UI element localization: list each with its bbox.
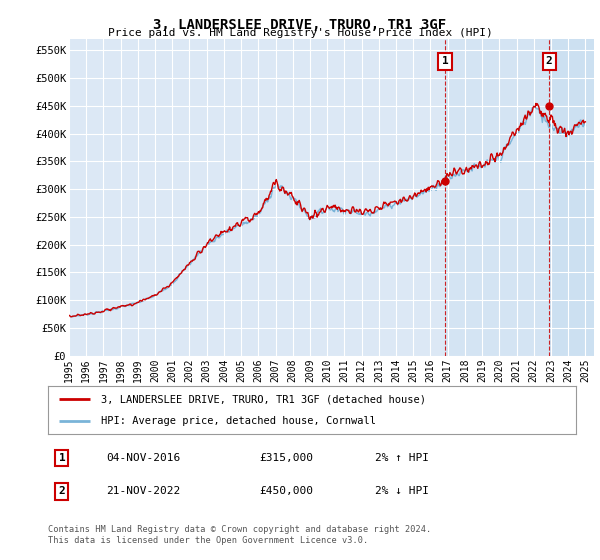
Text: 21-NOV-2022: 21-NOV-2022 bbox=[106, 487, 181, 496]
Text: 04-NOV-2016: 04-NOV-2016 bbox=[106, 453, 181, 463]
Text: 1: 1 bbox=[59, 453, 65, 463]
Bar bbox=[445, 39, 549, 356]
Text: 3, LANDERSLEE DRIVE, TRURO, TR1 3GF: 3, LANDERSLEE DRIVE, TRURO, TR1 3GF bbox=[154, 18, 446, 32]
Text: £450,000: £450,000 bbox=[259, 487, 313, 496]
Text: 1: 1 bbox=[442, 57, 448, 67]
Text: 2% ↑ HPI: 2% ↑ HPI bbox=[376, 453, 430, 463]
Text: 3, LANDERSLEE DRIVE, TRURO, TR1 3GF (detached house): 3, LANDERSLEE DRIVE, TRURO, TR1 3GF (det… bbox=[101, 394, 426, 404]
Text: 2% ↓ HPI: 2% ↓ HPI bbox=[376, 487, 430, 496]
Text: Contains HM Land Registry data © Crown copyright and database right 2024.
This d: Contains HM Land Registry data © Crown c… bbox=[48, 525, 431, 545]
Text: 2: 2 bbox=[546, 57, 553, 67]
Text: HPI: Average price, detached house, Cornwall: HPI: Average price, detached house, Corn… bbox=[101, 416, 376, 426]
Text: 2: 2 bbox=[59, 487, 65, 496]
Text: Price paid vs. HM Land Registry's House Price Index (HPI): Price paid vs. HM Land Registry's House … bbox=[107, 28, 493, 38]
Bar bbox=[549, 39, 594, 356]
Text: £315,000: £315,000 bbox=[259, 453, 313, 463]
